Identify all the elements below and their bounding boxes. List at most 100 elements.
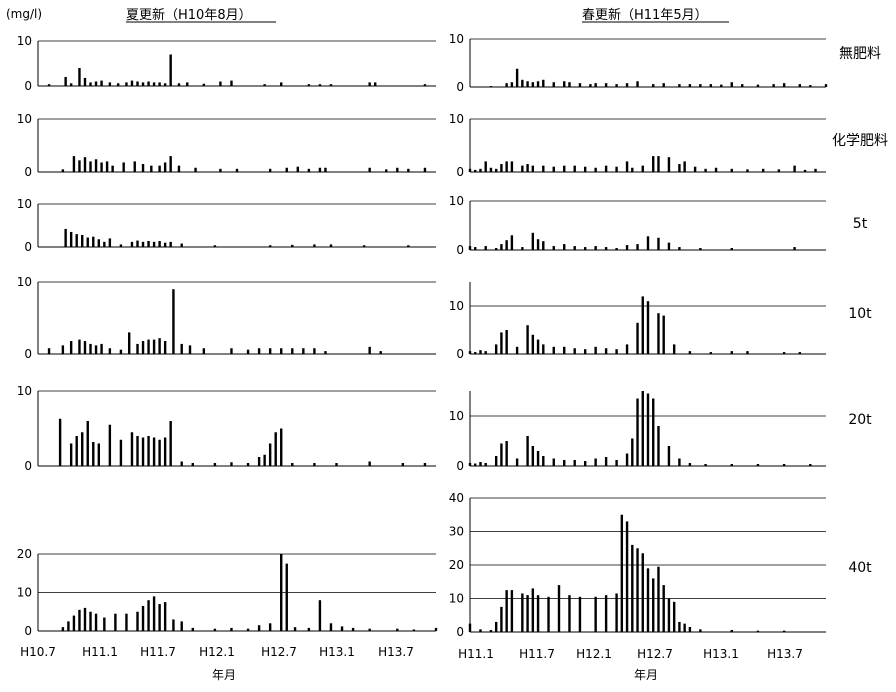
y-tick-label: 0 bbox=[456, 80, 464, 94]
data-bar bbox=[730, 464, 733, 466]
data-bar bbox=[756, 84, 760, 87]
y-tick-label: 0 bbox=[456, 165, 464, 179]
data-bar bbox=[542, 241, 545, 250]
data-bar bbox=[407, 168, 410, 172]
data-bar bbox=[94, 613, 98, 631]
data-bar bbox=[302, 348, 305, 354]
panel-spring-5: 0 10 20 30 40 bbox=[449, 491, 826, 639]
data-bar bbox=[793, 165, 796, 172]
data-bar bbox=[47, 348, 51, 354]
data-bar bbox=[89, 343, 92, 354]
data-bar bbox=[291, 463, 294, 466]
data-bar bbox=[141, 605, 145, 631]
data-bar bbox=[246, 463, 250, 466]
data-bar bbox=[268, 623, 272, 631]
data-bar bbox=[536, 339, 540, 354]
row-label: 20t bbox=[848, 412, 872, 428]
data-bar bbox=[202, 83, 206, 86]
data-bar bbox=[213, 628, 217, 631]
data-bar bbox=[368, 82, 371, 86]
y-tick-label: 0 bbox=[456, 625, 464, 639]
data-bar bbox=[177, 165, 181, 172]
data-bar bbox=[89, 611, 92, 631]
data-bar bbox=[657, 566, 660, 632]
data-bar bbox=[652, 84, 655, 87]
data-bar bbox=[246, 628, 250, 631]
data-bar bbox=[636, 244, 639, 250]
data-bar bbox=[536, 239, 540, 250]
data-bar bbox=[484, 246, 487, 250]
data-bar bbox=[662, 585, 665, 632]
data-bar bbox=[646, 568, 650, 632]
panel-summer-1: 0 10 bbox=[17, 112, 436, 179]
data-bar bbox=[141, 241, 145, 247]
data-bar bbox=[494, 344, 498, 354]
data-bar bbox=[78, 68, 81, 86]
data-bar bbox=[152, 82, 156, 86]
data-bar bbox=[782, 464, 786, 466]
data-bar bbox=[526, 325, 529, 354]
data-bar bbox=[667, 157, 671, 172]
data-bar bbox=[280, 82, 283, 86]
y-tick-label: 10 bbox=[17, 384, 32, 398]
panels-group: 0 10 0 10 0 10 0 10 0 10 0 10 20 0 10 0 10 0 10 0 10 0 10 0 10 20… bbox=[17, 32, 828, 639]
data-bar bbox=[505, 83, 508, 87]
data-bar bbox=[526, 436, 529, 466]
data-bar bbox=[494, 248, 498, 250]
data-bar bbox=[158, 338, 161, 354]
y-tick-label: 0 bbox=[24, 459, 32, 473]
data-bar bbox=[678, 621, 681, 632]
data-bar bbox=[147, 339, 150, 354]
data-bar bbox=[468, 168, 472, 172]
data-bar bbox=[108, 238, 112, 247]
left-xlabel: 年月 bbox=[212, 668, 236, 682]
data-bar bbox=[318, 167, 322, 172]
panel-spring-0: 0 10 bbox=[449, 32, 828, 94]
data-bar bbox=[263, 84, 266, 86]
data-bar bbox=[809, 464, 812, 466]
data-bar bbox=[147, 436, 150, 466]
data-bar bbox=[235, 168, 239, 172]
data-bar bbox=[505, 240, 508, 250]
data-bar bbox=[693, 166, 697, 172]
data-bar bbox=[169, 421, 172, 466]
data-bar bbox=[625, 83, 629, 87]
data-bar bbox=[594, 83, 597, 87]
data-bar bbox=[280, 348, 283, 354]
y-tick-label: 0 bbox=[24, 165, 32, 179]
row-label: 5t bbox=[853, 216, 868, 232]
y-tick-label: 10 bbox=[17, 275, 32, 289]
x-tick-label: H11.1 bbox=[458, 647, 494, 661]
data-bar bbox=[730, 168, 733, 172]
data-bar bbox=[667, 242, 671, 250]
data-bar bbox=[814, 168, 817, 172]
data-bar bbox=[163, 83, 167, 86]
data-bar bbox=[646, 301, 650, 354]
data-bar bbox=[657, 426, 660, 466]
data-bar bbox=[423, 463, 427, 466]
data-bar bbox=[191, 627, 194, 631]
data-bar bbox=[329, 84, 333, 86]
data-bar bbox=[631, 544, 634, 632]
data-bar bbox=[122, 162, 125, 172]
data-bar bbox=[573, 165, 576, 172]
data-bar bbox=[61, 627, 65, 631]
data-bar bbox=[641, 553, 644, 632]
data-bar bbox=[89, 82, 92, 86]
y-tick-label: 0 bbox=[456, 243, 464, 257]
data-bar bbox=[515, 68, 519, 87]
data-bar bbox=[81, 234, 84, 247]
data-bar bbox=[652, 398, 655, 466]
data-bar bbox=[141, 341, 145, 354]
data-bar bbox=[69, 231, 73, 247]
data-bar bbox=[563, 165, 566, 172]
data-bar bbox=[494, 168, 498, 172]
data-bar bbox=[589, 84, 592, 87]
data-bar bbox=[604, 348, 608, 354]
data-bar bbox=[667, 446, 671, 466]
data-bar bbox=[116, 83, 120, 86]
data-bar bbox=[72, 615, 76, 631]
data-bar bbox=[180, 461, 183, 466]
data-bar bbox=[782, 83, 786, 87]
data-bar bbox=[351, 627, 355, 631]
